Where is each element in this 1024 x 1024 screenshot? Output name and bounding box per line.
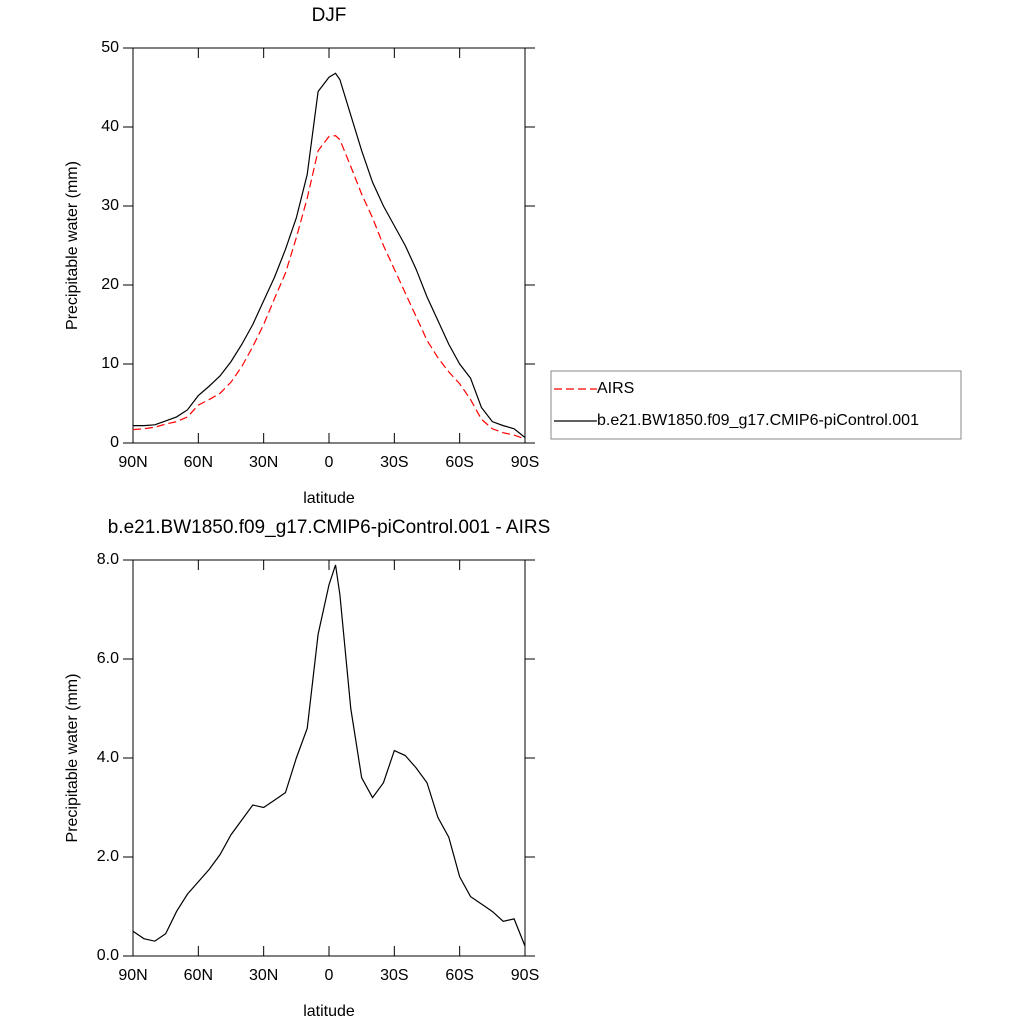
data-line [133, 72, 526, 438]
y-tick-label: 4.0 [97, 749, 119, 766]
y-tick-label: 20 [101, 276, 119, 293]
y-tick-label: 6.0 [97, 650, 119, 667]
y-axis-label: Precipitable water (mm) [64, 674, 81, 843]
chart-title: b.e21.BW1850.f09_g17.CMIP6-piControl.001… [108, 517, 551, 538]
y-tick-label: 2.0 [97, 848, 119, 865]
legend-label: b.e21.BW1850.f09_g17.CMIP6-piControl.001 [597, 412, 919, 429]
chart-title: DJF [312, 5, 347, 26]
y-tick-label: 0.0 [97, 947, 119, 964]
x-tick-label: 30S [380, 454, 408, 471]
x-axis-label: latitude [303, 490, 355, 507]
legend: AIRS b.e21.BW1850.f09_g17.CMIP6-piControl… [550, 370, 962, 440]
y-tick-label: 40 [101, 118, 119, 135]
data-line [132, 135, 526, 440]
x-tick-label: 60N [184, 454, 213, 471]
x-tick-label: 90N [118, 454, 147, 471]
x-tick-label: 60S [445, 454, 473, 471]
y-tick-label: 30 [101, 197, 119, 214]
x-tick-label: 30N [249, 454, 278, 471]
x-tick-label: 0 [325, 967, 334, 984]
plot-frame [132, 47, 526, 444]
x-axis-label: latitude [303, 1003, 355, 1020]
x-tick-label: 30N [249, 967, 278, 984]
x-tick-label: 60N [184, 967, 213, 984]
plot-frame [132, 559, 526, 957]
x-tick-label: 30S [380, 967, 408, 984]
y-tick-label: 50 [101, 39, 119, 56]
x-tick-label: 0 [325, 454, 334, 471]
x-tick-label: 60S [445, 967, 473, 984]
x-tick-label: 90S [511, 454, 539, 471]
x-tick-label: 90N [118, 967, 147, 984]
x-tick-label: 90S [511, 967, 539, 984]
y-tick-label: 0 [110, 434, 119, 451]
legend-box [550, 370, 962, 440]
legend-label: AIRS [597, 380, 634, 397]
data-line [132, 564, 526, 947]
y-tick-label: 10 [101, 355, 119, 372]
y-axis-label: Precipitable water (mm) [64, 161, 81, 330]
y-tick-label: 8.0 [97, 551, 119, 568]
